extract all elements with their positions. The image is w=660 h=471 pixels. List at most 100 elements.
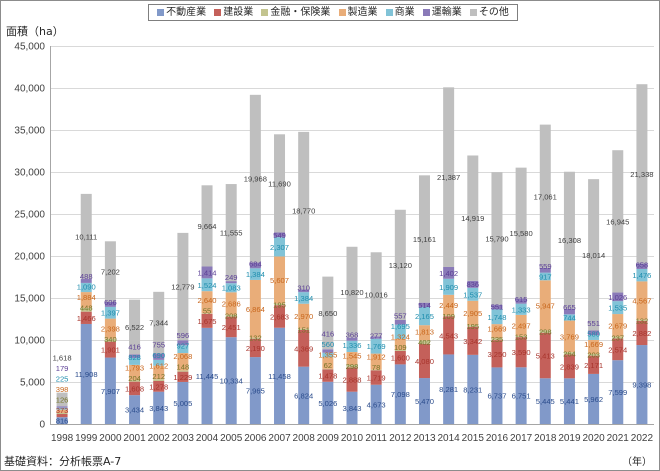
bar-segment: [80, 323, 92, 424]
bar-segment: [370, 384, 382, 424]
bar-segment: [80, 282, 92, 293]
data-label: 1,545: [342, 352, 361, 361]
data-label: 55: [203, 306, 211, 315]
data-label: 62: [324, 361, 332, 370]
legend-swatch-manufacturing: [338, 9, 346, 16]
data-label: 264: [563, 349, 576, 358]
bar-segment: [346, 340, 358, 352]
bar-segment: [249, 337, 261, 339]
legend-item-finance-insurance: 金融・保険業: [261, 5, 330, 20]
x-tick-label: 2009: [317, 433, 340, 444]
data-label: 658: [636, 261, 649, 270]
bar-segment: [588, 353, 600, 356]
data-label: 2,882: [632, 329, 651, 338]
bar-segment: [322, 381, 334, 424]
data-label: 416: [128, 342, 141, 351]
bar-segment: [563, 308, 575, 315]
data-label: 3,342: [463, 337, 482, 346]
data-label: 4,369: [294, 344, 313, 353]
data-label: 208: [225, 312, 238, 321]
bar-segment: [370, 338, 382, 354]
data-label: 1,813: [415, 328, 434, 337]
legend-swatch-other: [469, 9, 477, 16]
bar-segment: [394, 350, 406, 351]
bar-segment: [563, 352, 575, 355]
x-tick-label: 2020: [582, 433, 605, 444]
bar-segment: [274, 305, 286, 328]
data-label: 1,402: [439, 269, 458, 278]
data-label: 21,338: [630, 170, 653, 179]
bar-segment: [612, 338, 624, 361]
bar-segment: [129, 381, 141, 396]
bar-segment: [491, 338, 503, 341]
data-label: 514: [418, 301, 431, 310]
data-label: 3,843: [342, 404, 361, 413]
bar-segment: [225, 314, 237, 317]
x-tick-label: 2022: [631, 433, 654, 444]
bar-segment: [80, 311, 92, 324]
bar-segment: [201, 278, 213, 292]
data-label: 549: [273, 231, 286, 240]
bar-segment: [249, 279, 261, 338]
data-label: 1,478: [318, 372, 337, 381]
data-label: 1,912: [367, 353, 386, 362]
bar-segment: [249, 338, 261, 358]
data-label: 368: [346, 331, 359, 340]
x-tick-label: 2015: [462, 433, 485, 444]
bar-segment: [104, 357, 116, 424]
data-label: 1,769: [367, 342, 386, 351]
bar-segment: [539, 124, 551, 268]
data-label: 5,947: [536, 301, 555, 310]
bar-segment: [418, 343, 430, 379]
bar-segment: [346, 351, 358, 365]
bar-segment: [612, 301, 624, 315]
bar-segment: [491, 304, 503, 310]
bar-segment: [418, 175, 430, 303]
y-tick-label: 45,000: [14, 42, 45, 53]
bar-segment: [515, 367, 527, 424]
data-label: 1,669: [487, 325, 506, 334]
data-label: 340: [104, 335, 117, 344]
data-label: 2,888: [342, 376, 361, 385]
bar-segment: [588, 373, 600, 424]
data-label: 1,336: [342, 341, 361, 350]
x-tick-label: 2005: [220, 433, 243, 444]
bar-segment: [177, 371, 189, 382]
legend-item-construction: 建設業: [214, 5, 253, 20]
data-label: 2,398: [101, 325, 120, 334]
legend-item-transport: 運輸業: [422, 5, 462, 20]
bar-segment: [104, 241, 116, 302]
x-tick-label: 2006: [244, 433, 267, 444]
bar-segment: [153, 359, 165, 366]
bar-segment: [394, 324, 406, 339]
y-tick-label: 25,000: [14, 210, 45, 221]
bar-segment: [298, 366, 310, 424]
bar-segment: [322, 368, 334, 370]
data-label: 398: [56, 385, 69, 394]
data-label: 1,719: [367, 374, 386, 383]
data-label: 690: [152, 351, 165, 360]
data-label: 6,751: [512, 392, 531, 401]
data-label: 2,683: [270, 312, 289, 321]
data-label: 1,466: [77, 314, 96, 323]
data-label: 4,567: [632, 297, 651, 306]
data-label: 2,190: [246, 344, 265, 353]
data-label: 15,790: [485, 234, 508, 243]
data-label: 816: [56, 417, 69, 426]
bar-segment: [636, 84, 648, 264]
x-tick-label: 2002: [148, 433, 171, 444]
bar-segment: [104, 301, 116, 307]
bar-segment: [418, 325, 430, 341]
bar-segment: [201, 313, 213, 328]
data-label: 7,907: [101, 387, 120, 396]
bar-segment: [467, 300, 479, 326]
data-label: 5,470: [415, 397, 434, 406]
bar-segment: [515, 167, 527, 299]
x-tick-label: 2018: [534, 433, 557, 444]
data-label: 3,843: [149, 404, 168, 413]
y-tick-label: 30,000: [14, 168, 45, 179]
data-label: 298: [539, 328, 552, 337]
data-label: 5,445: [536, 397, 555, 406]
data-label: 10,334: [220, 377, 243, 386]
